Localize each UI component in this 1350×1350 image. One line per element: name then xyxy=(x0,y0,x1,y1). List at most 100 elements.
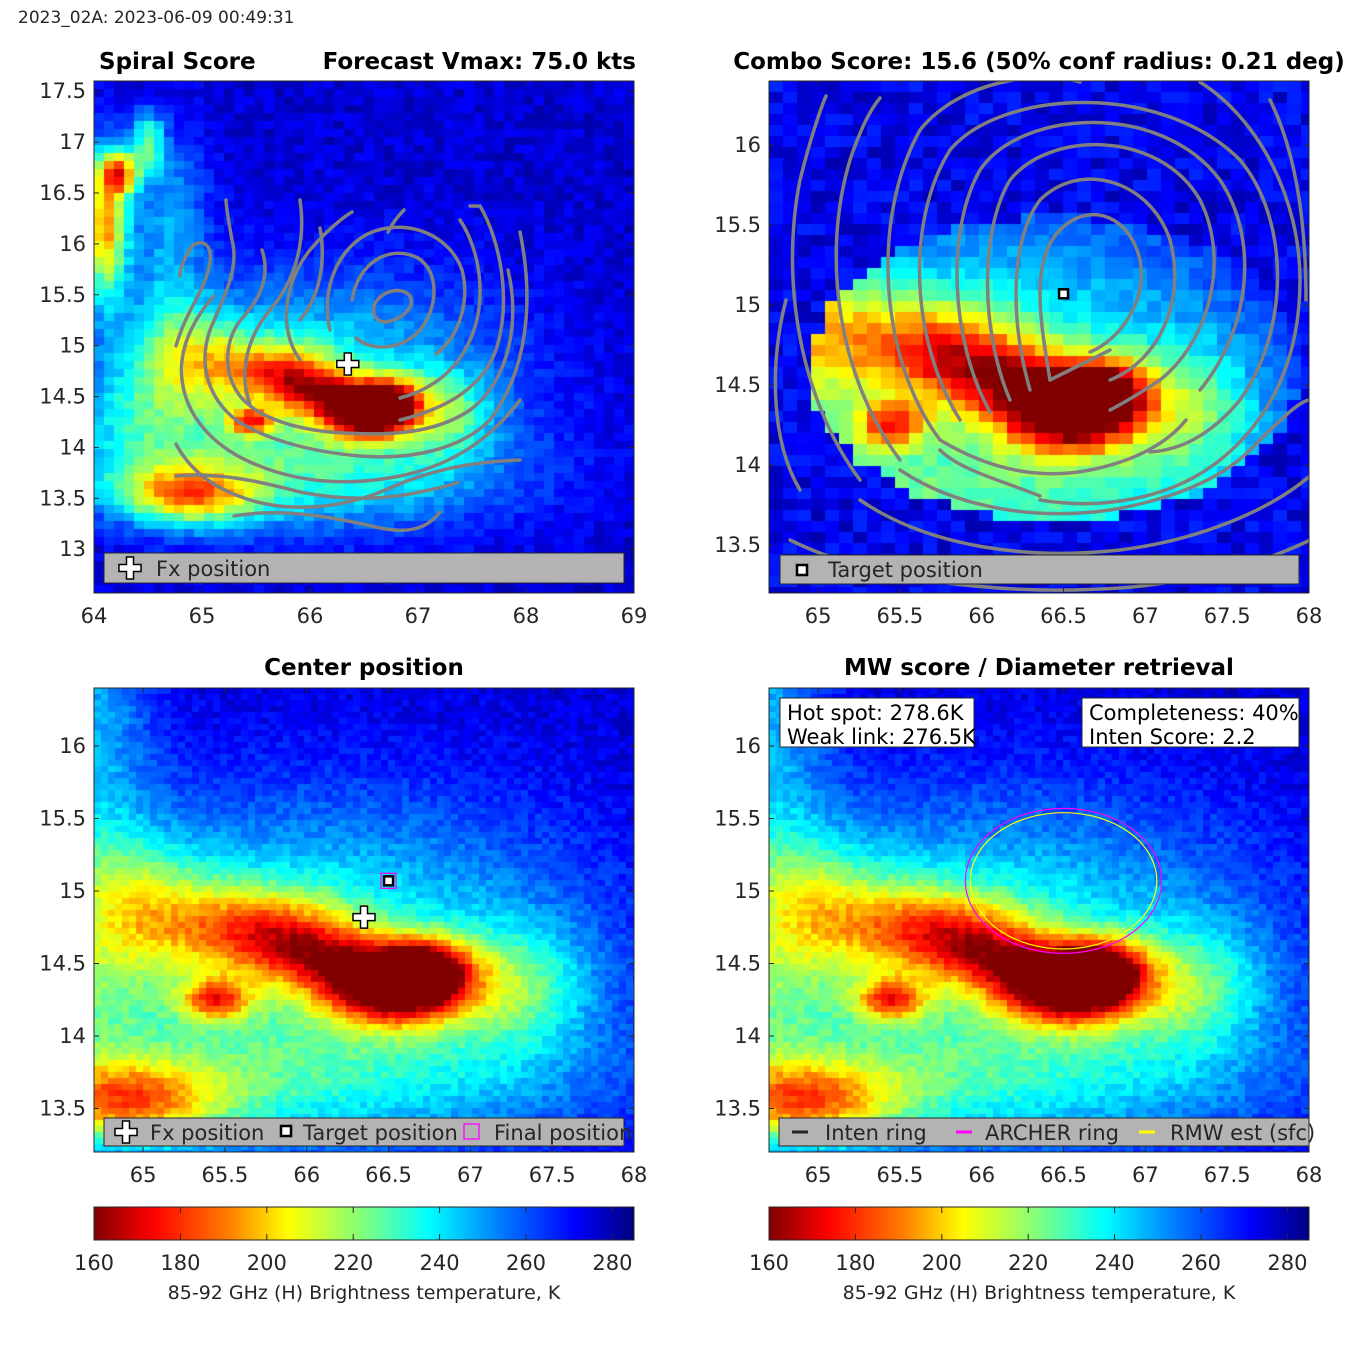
y-tick-label: 13.5 xyxy=(39,486,86,510)
y-tick-label: 15.5 xyxy=(714,213,761,237)
x-tick-label: 65 xyxy=(805,1163,832,1187)
figure-header: 2023_02A: 2023-06-09 00:49:31 xyxy=(18,8,295,28)
y-tick-label: 14.5 xyxy=(714,952,761,976)
x-tick-label: 68 xyxy=(513,604,540,628)
combo-legend-target: Target position xyxy=(827,558,983,582)
x-tick-label: 67 xyxy=(405,604,432,628)
y-tick-label: 13.5 xyxy=(39,1097,86,1121)
x-tick-label: 66.5 xyxy=(365,1163,412,1187)
y-tick-label: 15 xyxy=(59,879,86,903)
colorbar-tick-label: 200 xyxy=(247,1251,287,1275)
y-tick-label: 16 xyxy=(59,734,86,758)
colorbar-tick-label: 220 xyxy=(333,1251,373,1275)
spiral-markers xyxy=(336,352,360,376)
x-tick-label: 69 xyxy=(621,604,648,628)
x-tick-label: 66.5 xyxy=(1040,1163,1087,1187)
panel-center-position: 65 65.5 66 66.5 67 67.5 68 13.5 14 14.5 15 15.5 16 C… xyxy=(39,655,647,1187)
weak-link-text: Weak link: 276.5K xyxy=(787,725,977,749)
target-position-marker xyxy=(382,875,395,887)
mw-legend: Inten ring ARCHER ring RMW est (sfc) xyxy=(778,1117,1315,1147)
y-tick-label: 16.5 xyxy=(39,181,86,205)
colorbar-tick-label: 240 xyxy=(1095,1251,1135,1275)
spiral-legend-fx: Fx position xyxy=(156,557,270,581)
colorbar-tick-label: 160 xyxy=(74,1251,114,1275)
colorbar-right-label: 85-92 GHz (H) Brightness temperature, K xyxy=(843,1282,1236,1304)
combo-title: Combo Score: 15.6 (50% conf radius: 0.21… xyxy=(733,49,1345,75)
panel-combo-score: 65 65.5 66 66.5 67 67.5 68 13.5 14 14.5 15 15.5 16 C… xyxy=(714,49,1345,628)
colorbar-left-label: 85-92 GHz (H) Brightness temperature, K xyxy=(168,1282,561,1304)
mw-heatmap xyxy=(769,688,1309,1152)
spiral-ticks: 64 65 66 67 68 69 13 13.5 14 14.5 15 15.5 16 16.5 17 17… xyxy=(39,79,647,628)
y-tick-label: 14 xyxy=(734,453,761,477)
y-tick-label: 14.5 xyxy=(39,385,86,409)
mw-rings xyxy=(964,807,1163,954)
center-ticks: 65 65.5 66 66.5 67 67.5 68 13.5 14 14.5 15 15.5 16 xyxy=(39,688,647,1187)
panel-mw-score: 65 65.5 66 66.5 67 67.5 68 13.5 14 14.5 15 15.5 16 M… xyxy=(714,655,1322,1187)
x-tick-label: 66 xyxy=(968,604,995,628)
combo-legend: Target position xyxy=(779,554,1300,585)
x-tick-label: 67 xyxy=(1132,604,1159,628)
center-legend-final: Final position xyxy=(494,1121,632,1145)
x-tick-label: 68 xyxy=(1296,604,1323,628)
completeness-text: Completeness: 40% xyxy=(1089,701,1299,725)
panel-spiral-score: 64 65 66 67 68 69 13 13.5 14 14.5 15 15.5 16 16.5 17 17… xyxy=(39,49,647,628)
mw-info-right: Completeness: 40% Inten Score: 2.2 xyxy=(1081,697,1300,749)
center-markers xyxy=(352,872,397,929)
mw-title: MW score / Diameter retrieval xyxy=(844,655,1234,681)
y-tick-label: 16 xyxy=(734,133,761,157)
colorbar-tick-label: 180 xyxy=(835,1251,875,1275)
x-tick-label: 65.5 xyxy=(877,1163,924,1187)
legend-magenta-square-icon xyxy=(463,1123,480,1140)
legend-square-icon xyxy=(279,1124,293,1138)
center-legend-fx: Fx position xyxy=(150,1121,264,1145)
x-tick-label: 67.5 xyxy=(1204,1163,1251,1187)
y-tick-label: 17.5 xyxy=(39,79,86,103)
x-tick-label: 66 xyxy=(968,1163,995,1187)
y-tick-label: 14.5 xyxy=(714,373,761,397)
colorbar-tick-label: 280 xyxy=(592,1251,632,1275)
x-tick-label: 65 xyxy=(130,1163,157,1187)
mw-ticks: 65 65.5 66 66.5 67 67.5 68 13.5 14 14.5 15 15.5 16 xyxy=(714,688,1322,1187)
mw-legend-archer: ARCHER ring xyxy=(985,1121,1119,1145)
colorbar-tick-label: 180 xyxy=(160,1251,200,1275)
final-position-marker xyxy=(380,872,397,889)
legend-plus-icon xyxy=(114,1120,138,1144)
colorbar-tick-label: 220 xyxy=(1008,1251,1048,1275)
y-tick-label: 15.5 xyxy=(39,283,86,307)
combo-markers xyxy=(1057,288,1070,300)
y-tick-label: 14.5 xyxy=(39,952,86,976)
x-tick-label: 65.5 xyxy=(202,1163,249,1187)
x-tick-label: 65 xyxy=(189,604,216,628)
y-tick-label: 14 xyxy=(59,1024,86,1048)
mw-legend-rmw: RMW est (sfc) xyxy=(1170,1121,1315,1145)
legend-square-icon xyxy=(795,563,809,577)
inten-score-text: Inten Score: 2.2 xyxy=(1089,725,1256,749)
center-legend-target: Target position xyxy=(302,1121,458,1145)
colorbar-right: 160 180 200 220 240 260 280 85-92 GHz (H) Brig… xyxy=(749,1206,1310,1304)
mw-axes-frame xyxy=(768,687,1310,1153)
colorbar-tick-label: 240 xyxy=(420,1251,460,1275)
y-tick-label: 14 xyxy=(59,435,86,459)
y-tick-label: 15.5 xyxy=(714,807,761,831)
y-tick-label: 14 xyxy=(734,1024,761,1048)
y-tick-label: 13.5 xyxy=(714,1097,761,1121)
colorbar-left: 160 180 200 220 240 260 280 85-92 GHz (H) Brig… xyxy=(74,1206,635,1304)
y-tick-label: 16 xyxy=(59,232,86,256)
y-tick-label: 13 xyxy=(59,537,86,561)
y-tick-label: 15.5 xyxy=(39,807,86,831)
y-tick-label: 15 xyxy=(734,293,761,317)
x-tick-label: 64 xyxy=(81,604,108,628)
mw-info-left: Hot spot: 278.6K Weak link: 276.5K xyxy=(779,697,977,749)
center-axes-frame xyxy=(93,687,635,1153)
combo-axes-frame xyxy=(768,80,1310,594)
x-tick-label: 68 xyxy=(1296,1163,1323,1187)
hot-spot-text: Hot spot: 278.6K xyxy=(787,701,965,725)
x-tick-label: 68 xyxy=(621,1163,648,1187)
spiral-legend: Fx position xyxy=(103,552,625,584)
combo-ticks: 65 65.5 66 66.5 67 67.5 68 13.5 14 14.5 15 15.5 16 xyxy=(714,81,1322,628)
x-tick-label: 67.5 xyxy=(529,1163,576,1187)
archer-ring xyxy=(964,807,1163,954)
target-position-marker xyxy=(1057,288,1070,300)
x-tick-label: 67 xyxy=(1132,1163,1159,1187)
